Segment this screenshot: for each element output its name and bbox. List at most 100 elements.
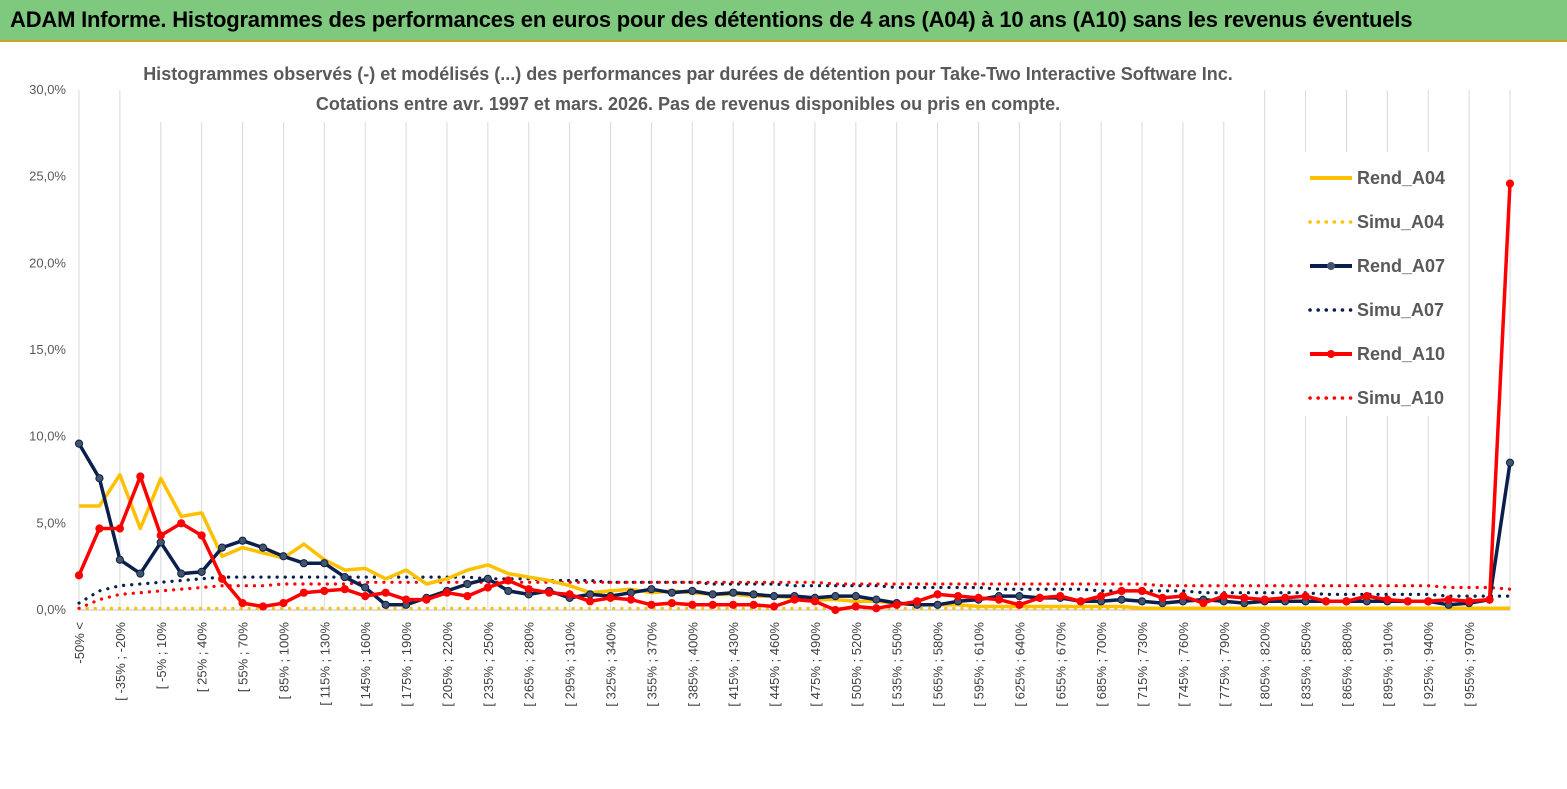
x-tick-label: [ 475% ; 490%	[808, 622, 823, 707]
data-point	[1403, 597, 1412, 606]
data-point	[1362, 592, 1372, 601]
data-point	[504, 586, 513, 596]
data-point	[831, 592, 840, 601]
data-point	[74, 571, 84, 580]
data-point	[810, 597, 820, 606]
report-banner: ADAM Informe. Histogrammes des performan…	[0, 0, 1567, 42]
data-point	[1137, 586, 1147, 596]
legend-label: Simu_A04	[1357, 212, 1444, 232]
legend-item: Simu_A07	[1308, 300, 1444, 320]
x-tick-label: [ 235% ; 250%	[481, 622, 496, 707]
data-point	[279, 598, 288, 608]
x-axis: -50% < [ -35% ; -20% [ -5% ; 10% [ 25% ; 40…	[72, 622, 1477, 707]
series-Rend_A07	[74, 439, 1515, 609]
data-point	[729, 600, 738, 609]
legend-item: Simu_A10	[1308, 388, 1444, 408]
data-point	[340, 572, 349, 582]
series-lines	[74, 179, 1515, 615]
data-point	[463, 592, 472, 601]
data-point	[790, 595, 799, 604]
data-point	[442, 588, 452, 597]
data-point	[1465, 597, 1474, 606]
data-point	[647, 585, 656, 594]
data-point	[1301, 592, 1310, 601]
x-tick-label: [ 205% ; 220%	[440, 622, 455, 707]
data-point	[1015, 600, 1024, 609]
x-tick-label: [ -5% ; 10%	[154, 622, 169, 690]
y-tick-label: 20,0%	[29, 255, 66, 270]
x-tick-label: [ 145% ; 160%	[358, 622, 373, 707]
y-axis: 0,0% 5,0% 10,0% 15,0% 20,0% 25,0% 30,0%	[29, 82, 66, 617]
legend-item: Rend_A04	[1310, 168, 1445, 188]
data-point	[504, 576, 513, 585]
x-tick-label: [ 805% ; 820%	[1258, 622, 1273, 707]
data-point	[933, 600, 942, 609]
data-point	[483, 574, 492, 583]
data-point	[994, 595, 1004, 604]
legend-marker	[1327, 262, 1335, 270]
x-tick-label: [ 595% ; 610%	[971, 622, 986, 707]
data-point	[1117, 595, 1126, 604]
data-point	[626, 588, 636, 597]
x-tick-label: [ 445% ; 460%	[767, 622, 782, 707]
data-point	[1137, 597, 1147, 606]
y-tick-label: 30,0%	[29, 82, 66, 97]
data-point	[749, 590, 758, 599]
legend: Rend_A04 Simu_A04 Rend_A07 Simu_A07 Rend_A10…	[1288, 152, 1458, 416]
data-point	[483, 583, 492, 592]
data-point	[381, 600, 390, 609]
data-point	[95, 524, 104, 533]
data-point	[1444, 595, 1453, 604]
data-point	[1383, 595, 1392, 604]
x-tick-label: [ 115% ; 130%	[317, 622, 332, 706]
x-tick-label: [ 835% ; 850%	[1299, 622, 1314, 707]
data-point	[626, 595, 636, 604]
data-point	[1505, 179, 1515, 188]
legend-background	[1288, 152, 1458, 416]
data-point	[320, 586, 329, 596]
data-point	[1117, 586, 1126, 596]
histogram-chart: 0,0% 5,0% 10,0% 15,0% 20,0% 25,0% 30,0% -50% <…	[29, 56, 1515, 707]
x-tick-label: [ 55% ; 70%	[236, 622, 251, 693]
data-point	[1056, 592, 1065, 601]
data-point	[729, 588, 738, 597]
y-tick-label: 25,0%	[29, 169, 66, 184]
x-tick-label: [ 355% ; 370%	[644, 622, 659, 707]
x-tick-label: [ 865% ; 880%	[1339, 622, 1354, 707]
x-tick-label: [ 625% ; 640%	[1012, 622, 1027, 707]
x-tick-label: [ 655% ; 670%	[1053, 622, 1068, 707]
data-point	[218, 543, 227, 552]
data-point	[463, 579, 472, 589]
data-point	[156, 531, 165, 540]
data-point	[708, 590, 717, 599]
legend-item: Simu_A04	[1308, 212, 1444, 232]
data-point	[340, 585, 349, 594]
data-point	[688, 600, 697, 609]
x-tick-label: [ 685% ; 700%	[1094, 622, 1109, 707]
data-point	[769, 602, 779, 611]
legend-label: Simu_A10	[1357, 388, 1444, 408]
data-point	[238, 598, 247, 608]
series-Rend_A04	[79, 473, 1510, 611]
data-point	[1015, 592, 1024, 601]
data-point	[1199, 598, 1208, 608]
x-tick-label: [ 265% ; 280%	[522, 622, 537, 707]
data-point	[892, 600, 901, 609]
x-tick-label: [ 895% ; 910%	[1380, 622, 1395, 707]
data-point	[1260, 595, 1269, 604]
y-tick-label: 10,0%	[29, 429, 66, 444]
data-point	[177, 519, 186, 528]
data-point	[218, 574, 227, 583]
data-point	[1505, 458, 1515, 467]
data-point	[197, 531, 206, 540]
series-Rend_A10	[74, 179, 1515, 615]
data-point	[1281, 593, 1290, 602]
data-point	[1485, 595, 1494, 604]
data-point	[1219, 592, 1228, 601]
x-tick-label: [ 955% ; 970%	[1462, 622, 1477, 707]
x-tick-label: [ 175% ; 190%	[399, 622, 414, 707]
legend-label: Rend_A10	[1357, 344, 1445, 364]
data-point	[258, 543, 268, 552]
x-tick-label: -50% <	[72, 622, 87, 664]
series-line	[77, 442, 1512, 607]
